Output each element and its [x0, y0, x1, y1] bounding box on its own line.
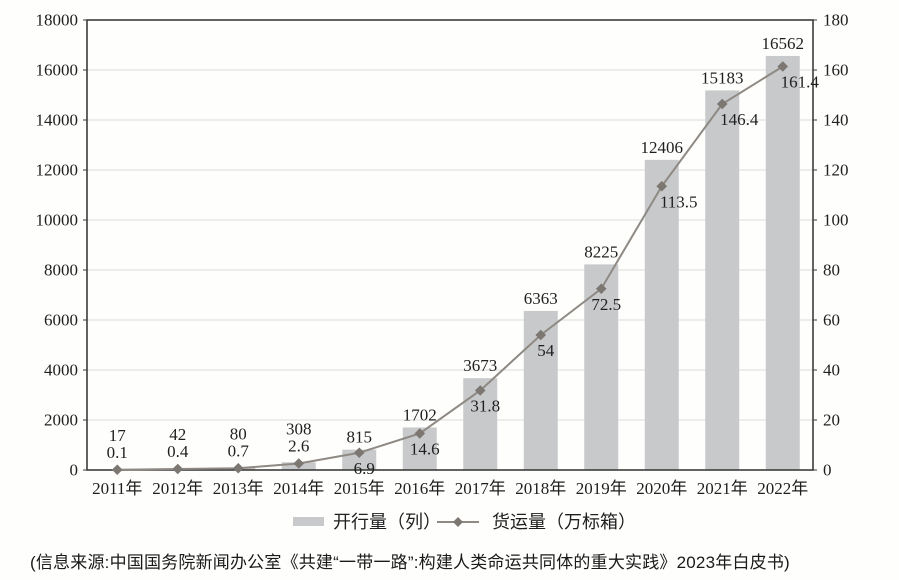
- bar-value-label: 17: [109, 426, 127, 445]
- x-axis-label: 2013年: [213, 479, 264, 498]
- right-axis-tick-label: 160: [823, 61, 849, 80]
- freight-volume-line: [117, 65, 784, 471]
- line-value-label: 146.4: [720, 110, 759, 129]
- x-axis-label: 2015年: [334, 479, 385, 498]
- x-axis-label: 2014年: [273, 479, 324, 498]
- left-axis-tick-label: 14000: [36, 111, 79, 130]
- bar-value-label: 8225: [584, 242, 618, 261]
- line-marker: [414, 428, 426, 439]
- line-value-label: 72.5: [591, 295, 621, 314]
- line-value-label: 6.9: [354, 459, 375, 478]
- left-axis-tick-label: 0: [70, 461, 79, 480]
- x-axis-label: 2016年: [394, 479, 445, 498]
- bar-value-label: 80: [230, 424, 247, 443]
- combo-chart-canvas: 0 2000 4000 6000 8000 10000 12000 14000 16000 180…: [36, 11, 849, 533]
- bar-value-label: 308: [286, 420, 312, 439]
- bar-value-label: 15183: [701, 68, 744, 87]
- right-axis-tick-label: 60: [823, 311, 840, 330]
- right-axis-tick-label: 120: [823, 161, 849, 180]
- plot-border: [86, 19, 814, 471]
- bar-value-label: 6363: [524, 289, 558, 308]
- line-value-label: 161.4: [781, 73, 820, 92]
- bar: [765, 55, 800, 470]
- line-marker: [232, 462, 244, 474]
- line-value-label: 54: [537, 341, 555, 360]
- x-axis-label: 2021年: [697, 479, 748, 498]
- left-axis-tick-label: 4000: [44, 361, 78, 380]
- line-marker: [595, 283, 607, 295]
- legend-line-marker: [453, 517, 463, 527]
- left-axis-tick-label: 6000: [44, 311, 78, 330]
- x-axis-label: 2012年: [152, 479, 203, 498]
- legend-line-label: 货运量（万标箱）: [492, 512, 636, 532]
- left-axis-tick-label: 16000: [36, 61, 79, 80]
- legend-bar-label: 开行量（列）: [333, 512, 441, 532]
- line-marker: [353, 447, 365, 459]
- line-value-label: 14.6: [410, 440, 440, 459]
- line-value-label: 0.1: [107, 443, 128, 462]
- right-axis-tick-label: 20: [823, 411, 840, 430]
- left-axis-tick-label: 10000: [36, 211, 79, 230]
- bar: [644, 159, 679, 470]
- line-marker: [656, 180, 668, 192]
- line-marker: [777, 61, 789, 72]
- right-axis-tick-label: 0: [823, 461, 832, 480]
- right-axis-tick-label: 80: [823, 261, 840, 280]
- bar: [705, 90, 740, 471]
- right-axis-tick-label: 180: [823, 11, 849, 30]
- legend-bar-swatch: [293, 517, 324, 526]
- line-marker: [172, 463, 184, 475]
- line-value-label: 0.7: [228, 441, 250, 460]
- line-marker: [535, 329, 547, 341]
- bar-value-label: 42: [169, 425, 186, 444]
- line-marker: [293, 458, 305, 469]
- line-value-label: 0.4: [167, 442, 189, 461]
- line-marker: [474, 385, 486, 396]
- bar-value-label: 815: [347, 428, 373, 447]
- line-marker: [111, 464, 123, 476]
- x-axis-label: 2022年: [757, 479, 808, 498]
- x-axis-label: 2020年: [636, 479, 687, 498]
- right-axis-tick-label: 100: [823, 211, 849, 230]
- line-value-label: 2.6: [288, 437, 309, 456]
- x-axis-label: 2011年: [92, 479, 142, 498]
- source-note: (信息来源:中国国务院新闻办公室《共建“一带一路”:构建人类命运共同体的重大实践…: [30, 553, 790, 572]
- left-axis-tick-label: 8000: [44, 261, 78, 280]
- left-axis-tick-label: 2000: [44, 411, 78, 430]
- x-axis-label: 2018年: [515, 479, 566, 498]
- x-axis-label: 2019年: [576, 479, 627, 498]
- bar-value-label: 1702: [403, 405, 437, 424]
- line-value-label: 31.8: [470, 397, 500, 416]
- bar-value-label: 16562: [762, 34, 805, 53]
- right-axis-tick-label: 40: [823, 361, 840, 380]
- x-axis-label: 2017年: [455, 479, 506, 498]
- bar-value-label: 3673: [463, 356, 497, 375]
- line-value-label: 113.5: [660, 192, 698, 211]
- line-marker: [716, 98, 728, 110]
- left-axis-tick-label: 12000: [36, 161, 79, 180]
- right-axis-tick-label: 140: [823, 111, 849, 130]
- left-axis-tick-label: 18000: [36, 11, 79, 30]
- bar-value-label: 12406: [641, 138, 684, 157]
